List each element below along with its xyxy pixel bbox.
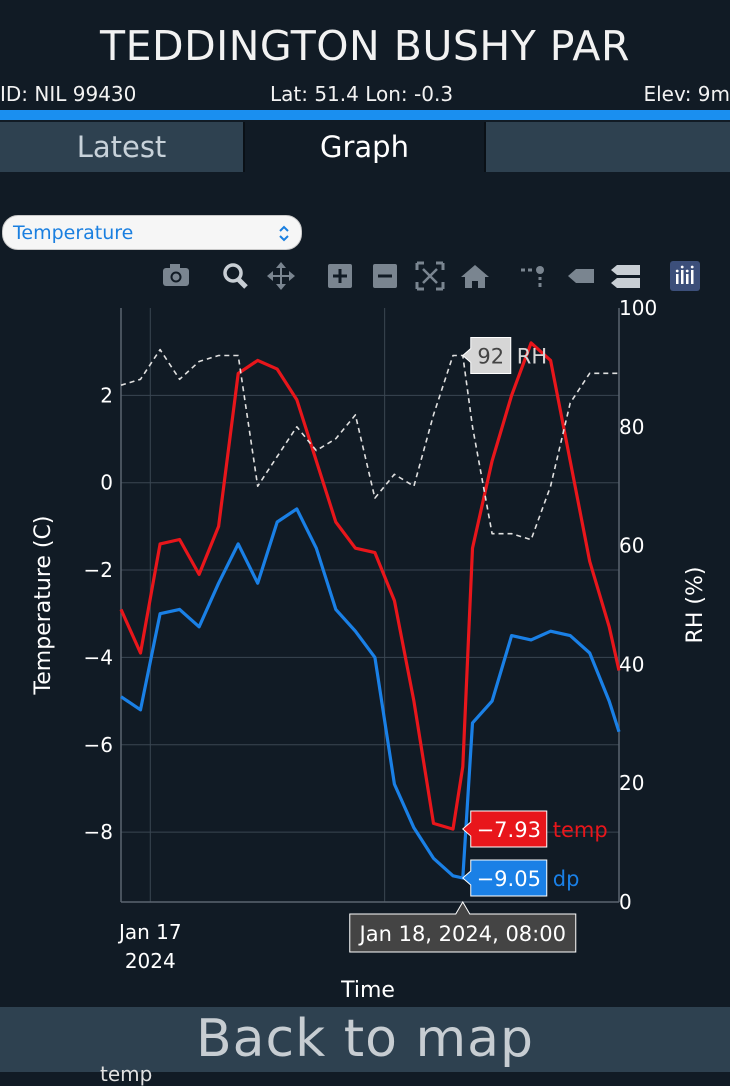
y-tick-label: −2: [84, 558, 113, 582]
variable-select-value: Temperature: [13, 222, 134, 244]
hover-box-dp: [462, 859, 548, 897]
reset-axes-icon[interactable]: [457, 258, 493, 294]
chevron-updown-icon: [277, 216, 291, 263]
hover-name-temp: temp: [553, 818, 608, 842]
y2-tick-label: 100: [619, 296, 657, 320]
y-tick-label: −4: [84, 645, 113, 669]
hover-x-label: Jan 18, 2024, 08:00: [358, 922, 566, 946]
plotly-logo-icon[interactable]: [667, 258, 703, 294]
station-title: TEDDINGTON BUSHY PAR: [100, 22, 630, 70]
y2-axis-title: RH (%): [683, 567, 708, 644]
zoom-in-icon[interactable]: [322, 258, 358, 294]
tab-graph[interactable]: Graph: [243, 122, 486, 172]
pan-icon[interactable]: [263, 258, 299, 294]
variable-select[interactable]: Temperature: [2, 215, 302, 250]
station-latlon: Lat: 51.4 Lon: -0.3: [270, 82, 454, 106]
hover-box-rh: [462, 337, 512, 375]
hover-value-rh: 92: [477, 345, 504, 369]
zoom-icon[interactable]: [217, 258, 253, 294]
spike-lines-icon[interactable]: [517, 258, 553, 294]
y-tick-label: 0: [100, 471, 113, 495]
autoscale-icon[interactable]: [412, 258, 448, 294]
hover-compare-icon[interactable]: [607, 258, 643, 294]
zoom-out-icon[interactable]: [367, 258, 403, 294]
y2-tick-label: 60: [619, 534, 644, 558]
x-axis-title: Time: [340, 978, 395, 1000]
hover-value-temp: −7.93: [477, 818, 541, 842]
x-tick-label: Jan 17 2024: [117, 920, 182, 973]
y2-tick-label: 0: [619, 890, 632, 914]
hover-name-dp: dp: [553, 867, 580, 891]
series-line-rh: [120, 348, 619, 541]
y2-tick-label: 80: [619, 415, 644, 439]
hover-name-rh: RH: [517, 345, 547, 369]
y-tick-label: 2: [100, 383, 113, 407]
series-line-temp: [119, 341, 621, 831]
station-id: ID: NIL 99430: [0, 82, 137, 106]
y-tick-label: −8: [84, 820, 113, 844]
series-line-dp: [120, 507, 621, 880]
hover-x-box: [349, 901, 577, 953]
back-to-map-button[interactable]: Back to map: [0, 1007, 730, 1072]
header-accent-bar: [0, 110, 730, 120]
hover-value-dp: −9.05: [477, 867, 541, 891]
chart-hover-labels: 92 RH −7.93 temp −9.05 dp Jan 18, 2024, 08:00: [349, 337, 608, 953]
y-axis-title: Temperature (C): [31, 516, 56, 696]
y2-tick-label: 20: [619, 771, 644, 795]
chart-lines: [119, 341, 621, 880]
tab-latest[interactable]: Latest: [0, 122, 243, 172]
station-elevation: Elev: 9m: [643, 82, 730, 106]
y2-tick-label: 40: [619, 652, 644, 676]
hover-closest-icon[interactable]: [562, 258, 598, 294]
hover-box-temp: [462, 810, 548, 848]
legend-item-temp: temp: [100, 1062, 153, 1086]
y-tick-label: −6: [84, 733, 113, 757]
tab-bar-filler: [486, 122, 730, 172]
camera-icon[interactable]: [158, 258, 194, 294]
